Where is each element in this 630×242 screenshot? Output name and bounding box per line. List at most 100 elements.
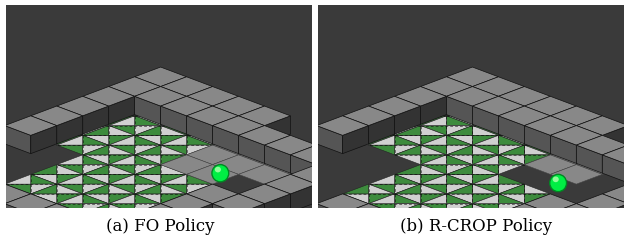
Polygon shape xyxy=(420,106,447,116)
Polygon shape xyxy=(447,126,472,135)
Polygon shape xyxy=(447,116,472,126)
Polygon shape xyxy=(394,213,420,223)
Polygon shape xyxy=(83,126,108,135)
Polygon shape xyxy=(57,204,83,213)
Polygon shape xyxy=(6,5,312,208)
Polygon shape xyxy=(57,116,83,144)
Polygon shape xyxy=(31,184,57,194)
Polygon shape xyxy=(551,204,576,232)
Polygon shape xyxy=(186,145,239,165)
Polygon shape xyxy=(551,106,602,126)
Polygon shape xyxy=(5,194,57,213)
Polygon shape xyxy=(135,96,161,106)
Polygon shape xyxy=(108,194,135,204)
Polygon shape xyxy=(212,194,239,222)
Polygon shape xyxy=(239,106,265,134)
Polygon shape xyxy=(108,204,135,213)
Polygon shape xyxy=(472,194,498,204)
Polygon shape xyxy=(369,194,394,204)
Polygon shape xyxy=(524,126,551,154)
Polygon shape xyxy=(343,204,394,223)
Polygon shape xyxy=(83,135,108,145)
Polygon shape xyxy=(83,194,108,204)
Polygon shape xyxy=(447,223,498,242)
Polygon shape xyxy=(524,116,551,144)
Polygon shape xyxy=(265,155,316,174)
Polygon shape xyxy=(472,174,498,184)
Polygon shape xyxy=(420,213,447,223)
Polygon shape xyxy=(31,126,57,154)
Polygon shape xyxy=(316,165,343,193)
Polygon shape xyxy=(161,194,212,213)
Polygon shape xyxy=(108,135,135,145)
Polygon shape xyxy=(108,145,135,155)
Polygon shape xyxy=(265,135,290,163)
Polygon shape xyxy=(135,194,161,204)
Polygon shape xyxy=(135,165,161,174)
Polygon shape xyxy=(212,204,239,232)
Polygon shape xyxy=(394,135,420,145)
Polygon shape xyxy=(239,165,290,184)
Polygon shape xyxy=(343,165,369,193)
Polygon shape xyxy=(83,165,108,174)
Polygon shape xyxy=(31,223,83,242)
Polygon shape xyxy=(31,116,57,144)
Polygon shape xyxy=(212,194,265,213)
Polygon shape xyxy=(31,204,57,213)
Polygon shape xyxy=(5,184,31,194)
Polygon shape xyxy=(265,174,316,194)
Polygon shape xyxy=(369,126,394,135)
Polygon shape xyxy=(290,174,316,202)
Polygon shape xyxy=(394,194,420,204)
Polygon shape xyxy=(602,194,628,222)
Polygon shape xyxy=(108,174,135,184)
Polygon shape xyxy=(343,126,369,154)
Polygon shape xyxy=(420,223,447,233)
Polygon shape xyxy=(135,67,186,87)
Polygon shape xyxy=(447,184,472,194)
Polygon shape xyxy=(447,204,472,213)
Polygon shape xyxy=(498,135,524,145)
Polygon shape xyxy=(369,135,394,145)
Polygon shape xyxy=(239,106,290,126)
Polygon shape xyxy=(498,106,551,126)
Polygon shape xyxy=(394,174,420,184)
Polygon shape xyxy=(108,106,135,116)
Polygon shape xyxy=(31,174,57,184)
Polygon shape xyxy=(394,213,420,223)
Polygon shape xyxy=(472,77,524,96)
Polygon shape xyxy=(369,126,394,135)
Polygon shape xyxy=(108,126,135,135)
Polygon shape xyxy=(31,204,57,213)
Polygon shape xyxy=(447,213,472,223)
Polygon shape xyxy=(186,87,212,115)
Polygon shape xyxy=(498,194,524,204)
Polygon shape xyxy=(472,77,498,105)
Polygon shape xyxy=(420,126,447,135)
Polygon shape xyxy=(498,213,524,242)
Polygon shape xyxy=(447,174,472,184)
Polygon shape xyxy=(524,184,551,194)
Polygon shape xyxy=(317,194,369,213)
Polygon shape xyxy=(524,213,551,242)
Polygon shape xyxy=(343,184,369,194)
Polygon shape xyxy=(316,155,343,183)
Polygon shape xyxy=(498,223,524,242)
Polygon shape xyxy=(472,184,498,194)
Polygon shape xyxy=(394,126,420,135)
Polygon shape xyxy=(472,126,498,135)
Polygon shape xyxy=(472,233,498,242)
Polygon shape xyxy=(369,223,394,233)
Polygon shape xyxy=(31,184,57,194)
Polygon shape xyxy=(161,87,186,115)
Polygon shape xyxy=(135,194,161,204)
Polygon shape xyxy=(420,194,447,204)
Polygon shape xyxy=(108,233,135,242)
Polygon shape xyxy=(83,106,108,116)
Polygon shape xyxy=(108,165,135,174)
Polygon shape xyxy=(31,223,57,242)
Polygon shape xyxy=(318,5,624,208)
Polygon shape xyxy=(447,165,472,174)
Polygon shape xyxy=(524,194,551,204)
Polygon shape xyxy=(498,145,524,155)
